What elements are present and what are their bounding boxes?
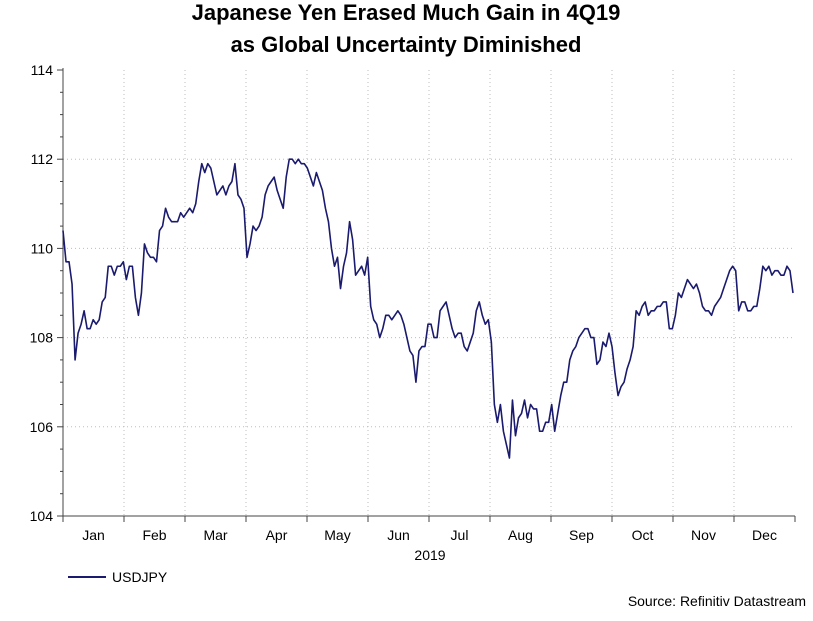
chart-title-line-1: Japanese Yen Erased Much Gain in 4Q19	[192, 0, 621, 25]
x-axis-year-label: 2019	[414, 547, 445, 563]
y-tick-label: 106	[30, 419, 54, 435]
x-tick-label: Jun	[387, 527, 410, 543]
x-tick-label: Sep	[569, 527, 594, 543]
y-tick-label: 114	[31, 62, 54, 78]
x-tick-label: May	[324, 527, 350, 543]
y-axis: 104 106 108 110 112 114	[30, 62, 64, 524]
y-tick-label: 112	[31, 151, 54, 167]
x-tick-label: Mar	[203, 527, 227, 543]
x-tick-label: Jul	[451, 527, 469, 543]
y-tick-label: 104	[30, 508, 54, 524]
x-tick-label: Nov	[691, 527, 716, 543]
x-tick-label: Jan	[82, 527, 105, 543]
series-line-usdjpy	[62, 158, 794, 459]
x-tick-label: Feb	[142, 527, 166, 543]
legend-label: USDJPY	[112, 569, 168, 585]
grid	[63, 70, 795, 516]
x-tick-label: Dec	[752, 527, 777, 543]
chart-title-line-2: as Global Uncertainty Diminished	[231, 32, 582, 57]
x-axis: Jan Feb Mar Apr May Jun Jul Aug Sep Oct Nov Dec	[62, 515, 796, 543]
y-tick-label: 108	[30, 330, 54, 346]
x-tick-label: Oct	[632, 527, 654, 543]
x-tick-label: Aug	[508, 527, 533, 543]
y-tick-label: 110	[31, 240, 54, 256]
x-tick-label: Apr	[266, 527, 288, 543]
source-note: Source: Refinitiv Datastream	[628, 593, 806, 609]
